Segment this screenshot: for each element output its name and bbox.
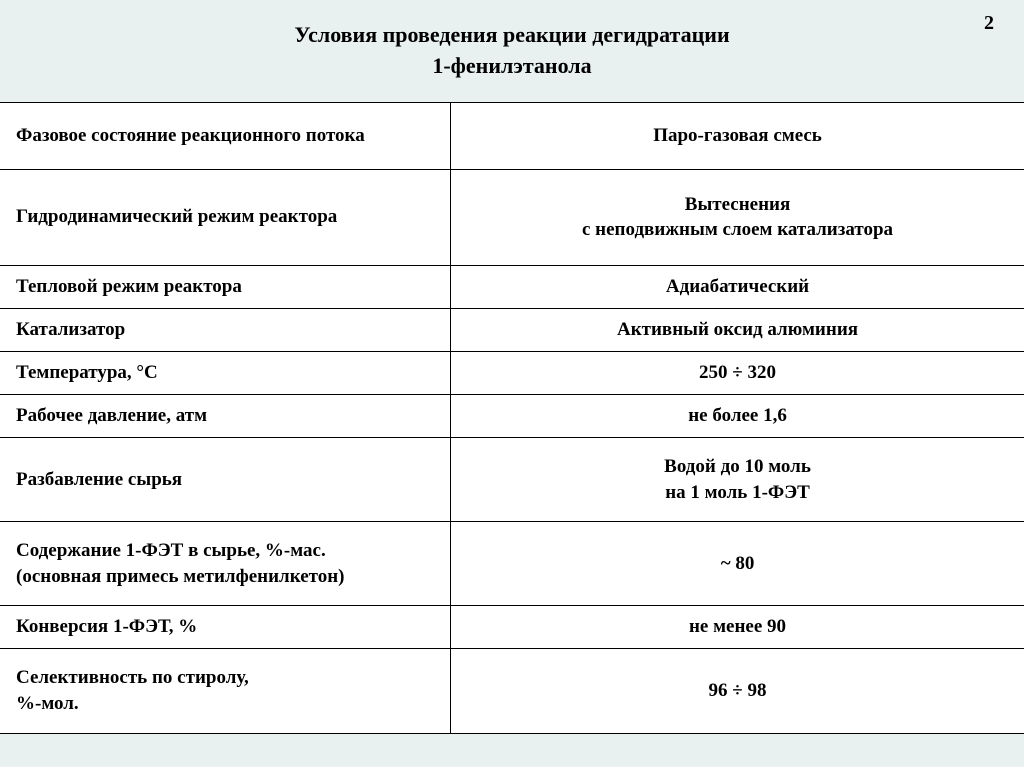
table-row: Фазовое состояние реакционного потокаПар… [0,102,1024,169]
table-row: Разбавление сырьяВодой до 10 мольна 1 мо… [0,437,1024,521]
slide-title: Условия проведения реакции дегидратации … [40,20,984,82]
value-cell: 250 ÷ 320 [451,351,1024,394]
table-row: Селективность по стиролу,%-мол.96 ÷ 98 [0,649,1024,733]
param-cell: Селективность по стиролу,%-мол. [0,649,451,733]
table-body: Фазовое состояние реакционного потокаПар… [0,102,1024,733]
slide-header: 2 Условия проведения реакции дегидратаци… [0,0,1024,92]
value-cell: Адиабатический [451,265,1024,308]
param-cell: Температура, °С [0,351,451,394]
param-cell: Гидродинамический режим реактора [0,169,451,265]
param-cell: Фазовое состояние реакционного потока [0,102,451,169]
title-line-1: Условия проведения реакции дегидратации [294,22,729,47]
table-row: Содержание 1-ФЭТ в сырье, %-мас.(основна… [0,522,1024,606]
value-cell: Активный оксид алюминия [451,308,1024,351]
param-cell: Содержание 1-ФЭТ в сырье, %-мас.(основна… [0,522,451,606]
param-cell: Катализатор [0,308,451,351]
title-line-2: 1-фенилэтанола [432,53,591,78]
value-cell: ~ 80 [451,522,1024,606]
param-cell: Конверсия 1-ФЭТ, % [0,606,451,649]
param-cell: Рабочее давление, атм [0,394,451,437]
param-cell: Тепловой режим реактора [0,265,451,308]
table-row: КатализаторАктивный оксид алюминия [0,308,1024,351]
value-cell: 96 ÷ 98 [451,649,1024,733]
conditions-table: Фазовое состояние реакционного потокаПар… [0,102,1024,734]
value-cell: Водой до 10 мольна 1 моль 1-ФЭТ [451,437,1024,521]
table-row: Температура, °С250 ÷ 320 [0,351,1024,394]
param-cell: Разбавление сырья [0,437,451,521]
value-cell: Паро-газовая смесь [451,102,1024,169]
page-number: 2 [984,12,994,35]
table-row: Рабочее давление, атмне более 1,6 [0,394,1024,437]
value-cell: Вытесненияс неподвижным слоем катализато… [451,169,1024,265]
value-cell: не менее 90 [451,606,1024,649]
value-cell: не более 1,6 [451,394,1024,437]
table-row: Тепловой режим реактораАдиабатический [0,265,1024,308]
table-row: Конверсия 1-ФЭТ, %не менее 90 [0,606,1024,649]
table-row: Гидродинамический режим реактораВытеснен… [0,169,1024,265]
